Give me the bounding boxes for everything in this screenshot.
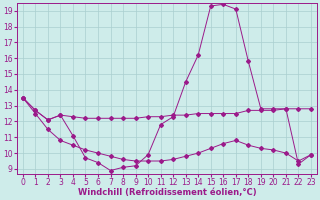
X-axis label: Windchill (Refroidissement éolien,°C): Windchill (Refroidissement éolien,°C) — [77, 188, 256, 197]
